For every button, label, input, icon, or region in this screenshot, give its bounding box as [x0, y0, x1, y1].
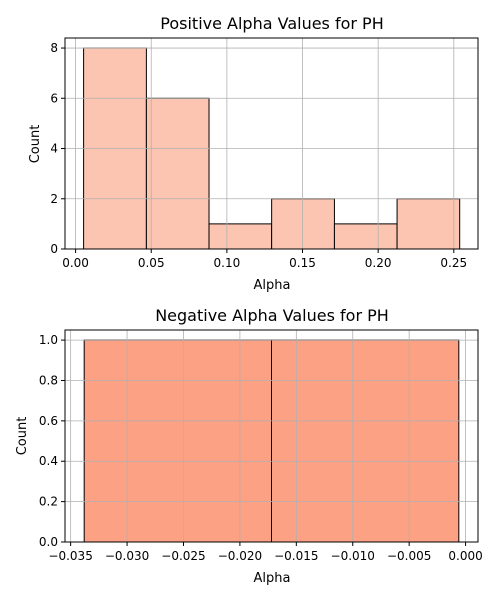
- x-tick-label: 0.20: [365, 256, 392, 270]
- x-axis-label: Alpha: [254, 278, 291, 293]
- chart-title: Positive Alpha Values for PH: [160, 14, 383, 33]
- histogram-bar: [145, 97, 210, 250]
- y-tick-label: 0.4: [39, 454, 58, 468]
- negative-alpha-histogram: Negative Alpha Values for PH Alpha Count…: [15, 306, 483, 586]
- y-tick-label: 1.0: [39, 333, 58, 347]
- x-tick-label: −0.010: [331, 549, 375, 563]
- y-axis-label: Count: [15, 417, 30, 456]
- histogram-bar: [396, 198, 461, 250]
- x-tick-label: 0.05: [138, 256, 165, 270]
- y-tick-label: 0.8: [39, 373, 58, 387]
- histogram-bar: [271, 339, 460, 543]
- x-tick-label: −0.020: [218, 549, 262, 563]
- y-tick-label: 0.2: [39, 495, 58, 509]
- x-tick-label: 0.15: [289, 256, 316, 270]
- histogram-bar: [83, 339, 272, 543]
- x-tick-label: −0.025: [161, 549, 205, 563]
- histogram-bar: [271, 198, 335, 250]
- x-tick-label: −0.005: [387, 549, 431, 563]
- x-tick-label: −0.015: [274, 549, 318, 563]
- y-tick-label: 0.0: [39, 535, 58, 549]
- x-tick-label: −0.030: [105, 549, 149, 563]
- y-tick-label: 0: [50, 242, 58, 256]
- y-tick-label: 2: [50, 192, 58, 206]
- y-tick-label: 8: [50, 41, 58, 55]
- plot-frame: [64, 329, 479, 543]
- y-tick-label: 4: [50, 142, 58, 156]
- x-tick-label: 0.00: [62, 256, 89, 270]
- y-tick-label: 6: [50, 91, 58, 105]
- plot-frame: [64, 37, 479, 250]
- x-tick-label: −0.035: [48, 549, 92, 563]
- histogram-bar: [333, 223, 398, 250]
- x-tick-label: 0.10: [214, 256, 241, 270]
- x-axis-label: Alpha: [254, 571, 291, 586]
- chart-title: Negative Alpha Values for PH: [155, 306, 389, 325]
- x-tick-label: 0.000: [448, 549, 482, 563]
- x-tick-label: 0.25: [440, 256, 467, 270]
- histogram-bar: [208, 223, 273, 250]
- y-axis-label: Count: [28, 125, 43, 164]
- positive-alpha-histogram: Positive Alpha Values for PH Alpha Count…: [28, 14, 479, 293]
- y-tick-label: 0.6: [39, 414, 58, 428]
